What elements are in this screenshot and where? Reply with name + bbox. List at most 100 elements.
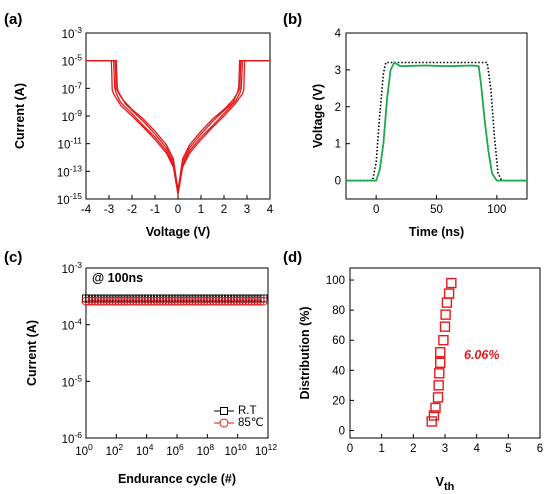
x-tick-label-a: 0 bbox=[175, 204, 181, 216]
x-tick-label-d: 5 bbox=[505, 443, 511, 455]
y-tick-label-a: 10-5 bbox=[62, 53, 83, 69]
y-tick-label-d: 80 bbox=[332, 305, 345, 317]
ht-point bbox=[108, 296, 118, 306]
y-tick-label-b: 3 bbox=[335, 65, 341, 77]
ht-point bbox=[196, 296, 206, 306]
ht-point bbox=[119, 296, 129, 306]
ht-point bbox=[241, 296, 251, 306]
x-tick-label-c: 1012 bbox=[255, 442, 278, 458]
ht-point bbox=[229, 296, 239, 306]
x-tick-label-a: -4 bbox=[81, 204, 92, 216]
iv-curve-line bbox=[86, 60, 270, 193]
y-axis-label-c: Current (A) bbox=[25, 320, 39, 386]
vth-point bbox=[440, 309, 451, 320]
vth-point bbox=[439, 321, 451, 332]
x-tick-label-d: 1 bbox=[378, 443, 384, 455]
vth-point bbox=[446, 277, 457, 289]
ht-point bbox=[117, 296, 126, 306]
legend-label-85c: 85℃ bbox=[238, 417, 264, 429]
x-tick-label-c: 108 bbox=[197, 442, 215, 458]
output-pulse-line bbox=[346, 61, 527, 182]
annotation-c: @ 100ns bbox=[92, 271, 143, 285]
vth-point bbox=[434, 368, 445, 379]
ht-point bbox=[161, 296, 171, 306]
x-tick-label-a: -1 bbox=[150, 204, 160, 216]
panel-b: (b) 0 50 100 0 1 2 3 4 Time (ns) Voltage (V) bbox=[283, 11, 528, 239]
x-tick-label-d: 3 bbox=[442, 443, 448, 455]
ht-point bbox=[155, 296, 165, 306]
ht-point bbox=[235, 296, 245, 306]
ht-point bbox=[140, 296, 150, 306]
y-tick-label-d: 100 bbox=[326, 275, 345, 287]
ht-point bbox=[258, 296, 268, 306]
legend-label-rt: R.T bbox=[238, 405, 257, 417]
ht-point bbox=[244, 296, 254, 306]
ht-point bbox=[226, 296, 236, 306]
legend-marker-rt bbox=[220, 407, 228, 415]
y-tick-label-d: 0 bbox=[339, 425, 345, 437]
ht-point bbox=[99, 296, 109, 306]
vth-point bbox=[432, 392, 444, 403]
input-pulse-line bbox=[346, 61, 527, 182]
x-tick-label-c: 102 bbox=[106, 442, 124, 458]
y-axis-label-b: Voltage (V) bbox=[311, 84, 325, 148]
ht-point bbox=[105, 296, 115, 306]
y-tick-label-a: 10-13 bbox=[57, 163, 82, 179]
vth-point bbox=[435, 357, 446, 368]
y-tick-label-d: 20 bbox=[332, 395, 345, 407]
vth-point bbox=[435, 347, 446, 358]
ht-point bbox=[253, 296, 262, 306]
ht-point bbox=[247, 296, 257, 306]
iv-curve-line bbox=[86, 60, 270, 195]
x-tick-label-b: 100 bbox=[487, 204, 506, 216]
x-tick-label-a: 1 bbox=[198, 204, 204, 216]
x-tick-label-a: 4 bbox=[267, 204, 274, 216]
ht-point bbox=[170, 296, 180, 306]
ht-point bbox=[202, 296, 212, 306]
ht-point bbox=[173, 296, 183, 306]
x-tick-label-c: 104 bbox=[136, 442, 154, 458]
x-tick-label-c: 100 bbox=[75, 442, 93, 458]
x-tick-label-d: 2 bbox=[410, 443, 416, 455]
ht-point bbox=[93, 296, 103, 306]
ht-point bbox=[190, 296, 200, 306]
ht-point bbox=[122, 296, 132, 306]
ht-point bbox=[137, 296, 147, 306]
plot-frame-b bbox=[345, 32, 528, 200]
y-tick-label-a: 10-3 bbox=[62, 25, 83, 41]
vth-point bbox=[433, 380, 444, 391]
ht-point bbox=[205, 296, 215, 306]
y-tick-label-b: 1 bbox=[335, 139, 341, 151]
ht-point bbox=[211, 296, 221, 306]
ht-point bbox=[164, 296, 174, 306]
x-axis-label-a: Voltage (V) bbox=[146, 225, 210, 239]
ht-point bbox=[149, 296, 159, 306]
ht-point bbox=[90, 296, 100, 306]
ht-point bbox=[128, 296, 138, 306]
y-tick-label-a: 10-9 bbox=[62, 108, 83, 124]
y-tick-label-c: 10-4 bbox=[62, 317, 83, 333]
ht-point bbox=[193, 296, 203, 306]
ht-point bbox=[87, 296, 97, 306]
ht-point bbox=[96, 296, 106, 306]
vth-point bbox=[443, 288, 455, 299]
ht-point bbox=[182, 296, 191, 306]
vth-point bbox=[428, 410, 440, 421]
ht-point bbox=[102, 296, 112, 306]
ht-point bbox=[111, 296, 121, 306]
ht-point bbox=[217, 296, 227, 306]
y-tick-label-c: 10-3 bbox=[62, 260, 83, 276]
panel-a: (a) -4 -3 -2 -1 0 1 2 3 4 10-3 10-5 10-7 10-9 10-11 10-… bbox=[4, 11, 274, 239]
iv-curve-line bbox=[86, 60, 270, 190]
x-tick-label-b: 50 bbox=[430, 204, 443, 216]
panel-label-d: (d) bbox=[283, 249, 302, 266]
panel-c: (c) 100 102 104 106 108 1010 1012 10-3 10-4 10-5 10… bbox=[4, 249, 277, 486]
vth-point bbox=[438, 335, 449, 346]
ht-point bbox=[256, 296, 265, 306]
ht-point bbox=[223, 296, 233, 306]
x-tick-label-d: 4 bbox=[473, 443, 480, 455]
ht-point bbox=[81, 296, 91, 306]
ht-point bbox=[134, 296, 144, 306]
ht-point bbox=[188, 296, 197, 306]
